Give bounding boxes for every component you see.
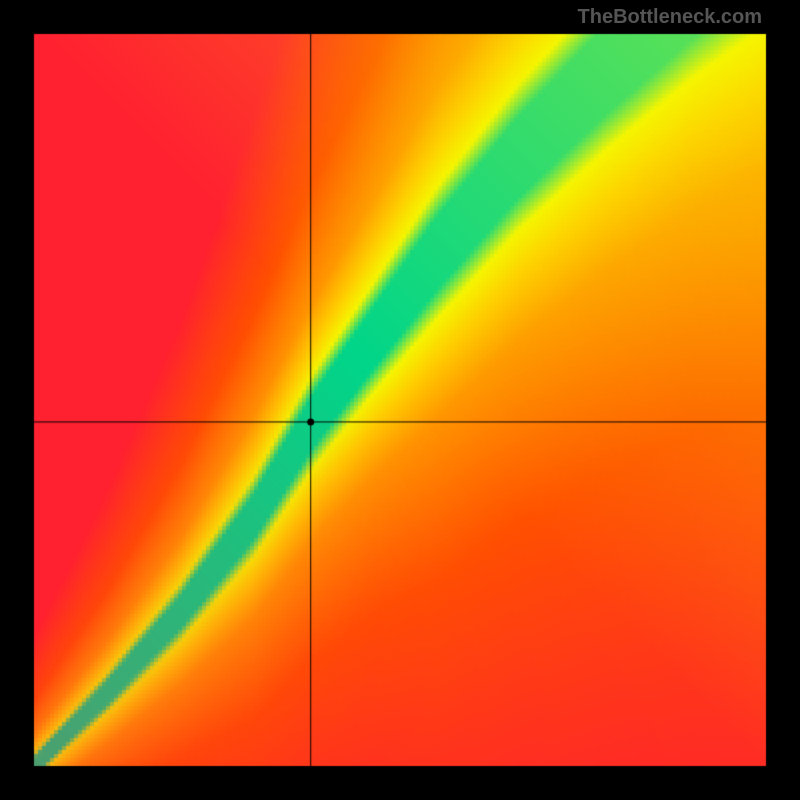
- chart-container: TheBottleneck.com: [0, 0, 800, 800]
- watermark-label: TheBottleneck.com: [578, 6, 762, 29]
- heatmap-canvas: [0, 0, 800, 800]
